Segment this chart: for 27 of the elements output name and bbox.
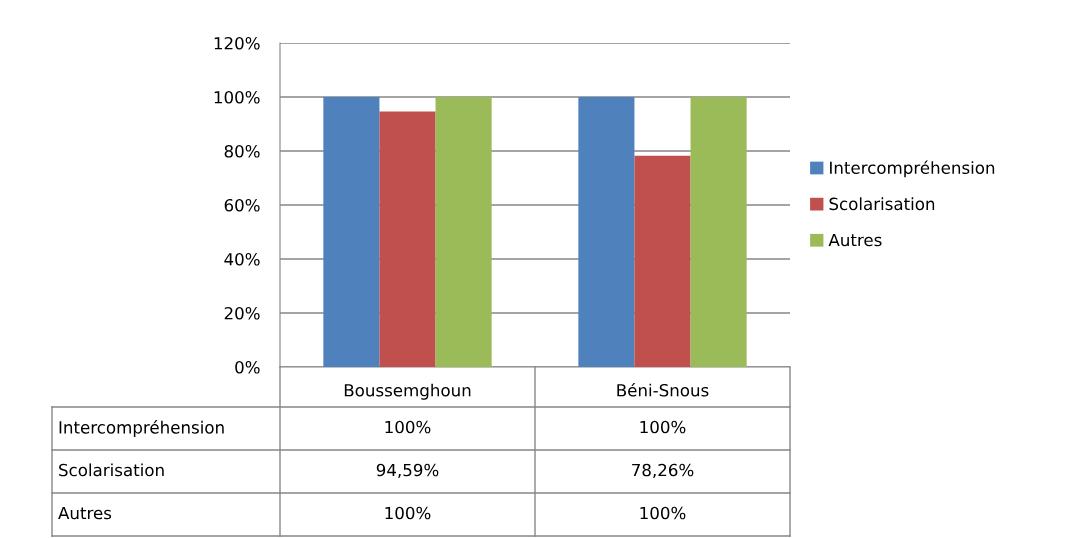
data-label: 100% xyxy=(640,420,686,434)
text: Intercompréhension xyxy=(59,420,224,437)
text: Scolarisation xyxy=(59,463,164,477)
y-tick-label: 0% xyxy=(235,360,260,374)
data-label: 100% xyxy=(385,506,431,520)
bar xyxy=(323,97,380,367)
data-label: 78,26% xyxy=(632,463,694,479)
data-label: 100% xyxy=(385,420,431,434)
y-tick-label: 80% xyxy=(224,144,260,158)
bar xyxy=(634,155,691,367)
legend-label: Scolarisation xyxy=(829,197,935,211)
y-tick-label: 60% xyxy=(224,198,260,212)
y-tick-label: 100% xyxy=(214,90,260,104)
bar xyxy=(578,97,635,367)
text: Autres xyxy=(58,506,112,520)
x-tick-label: Béni-Snous xyxy=(617,383,709,397)
data-label: 94,59% xyxy=(376,463,439,479)
legend-label: Intercompréhension xyxy=(830,160,995,178)
legend-label: Autres xyxy=(828,233,882,247)
bar xyxy=(435,97,492,367)
y-tick-label: 40% xyxy=(224,252,260,266)
y-tick-label: 120% xyxy=(214,36,260,50)
bar xyxy=(379,111,436,367)
bar xyxy=(690,97,747,367)
y-tick-label: 20% xyxy=(224,306,260,320)
x-tick-label: Boussemghoun xyxy=(344,383,471,400)
data-label: 100% xyxy=(640,506,686,520)
